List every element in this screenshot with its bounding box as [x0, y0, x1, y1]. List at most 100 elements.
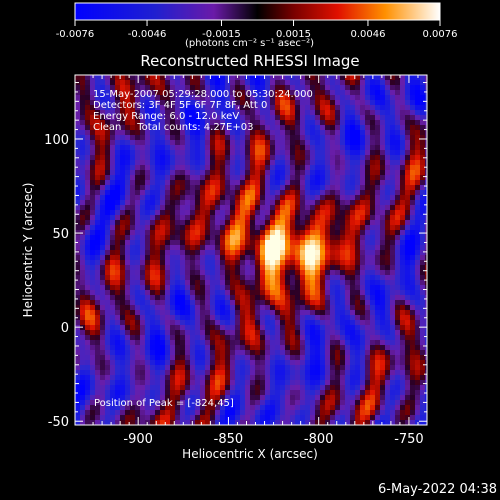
heatmap-cell	[155, 130, 161, 136]
heatmap-cell	[295, 410, 301, 416]
heatmap-cell	[220, 290, 226, 296]
heatmap-cell	[275, 200, 281, 206]
heatmap-cell	[285, 185, 291, 191]
heatmap-cell	[195, 220, 201, 226]
heatmap-cell	[140, 140, 146, 146]
heatmap-cell	[395, 405, 401, 411]
heatmap-cell	[290, 310, 296, 316]
heatmap-cell	[345, 365, 351, 371]
heatmap-cell	[200, 290, 206, 296]
heatmap-cell	[255, 210, 261, 216]
heatmap-cell	[170, 330, 176, 336]
heatmap-cell	[120, 230, 126, 236]
heatmap-cell	[235, 170, 241, 176]
heatmap-cell	[355, 410, 361, 416]
heatmap-cell	[170, 370, 176, 376]
heatmap-cell	[75, 90, 81, 96]
heatmap-cell	[390, 330, 396, 336]
heatmap-cell	[365, 170, 371, 176]
heatmap-cell	[250, 75, 256, 81]
heatmap-cell	[175, 315, 181, 321]
heatmap-cell	[330, 220, 336, 226]
heatmap-cell	[150, 275, 156, 281]
heatmap-cell	[375, 275, 381, 281]
heatmap-cell	[325, 220, 331, 226]
heatmap-cell	[125, 380, 131, 386]
heatmap-cell	[420, 310, 426, 316]
heatmap-cell	[350, 375, 356, 381]
heatmap-cell	[120, 405, 126, 411]
heatmap-cell	[315, 95, 321, 101]
heatmap-cell	[280, 365, 286, 371]
heatmap-cell	[300, 295, 306, 301]
heatmap-cell	[385, 365, 391, 371]
heatmap-cell	[250, 355, 256, 361]
heatmap-cell	[200, 215, 206, 221]
heatmap-cell	[320, 290, 326, 296]
heatmap-cell	[360, 420, 366, 425]
heatmap-cell	[110, 140, 116, 146]
heatmap-cell	[335, 415, 341, 421]
heatmap-cell	[155, 325, 161, 331]
heatmap-cell	[120, 240, 126, 246]
heatmap-cell	[210, 165, 216, 171]
heatmap-cell	[235, 95, 241, 101]
heatmap-cell	[300, 375, 306, 381]
heatmap-cell	[405, 130, 411, 136]
heatmap-cell	[255, 135, 261, 141]
heatmap-cell	[230, 265, 236, 271]
heatmap-cell	[150, 185, 156, 191]
heatmap-cell	[175, 270, 181, 276]
heatmap-cell	[370, 135, 376, 141]
heatmap-cell	[295, 115, 301, 121]
heatmap-cell	[295, 95, 301, 101]
heatmap-cell	[325, 200, 331, 206]
heatmap-cell	[345, 260, 351, 266]
heatmap-cell	[90, 305, 96, 311]
heatmap-cell	[405, 210, 411, 216]
heatmap-cell	[135, 275, 141, 281]
heatmap-cell	[240, 155, 246, 161]
heatmap-cell	[190, 385, 196, 391]
heatmap-cell	[315, 290, 321, 296]
heatmap-cell	[290, 100, 296, 106]
heatmap-cell	[135, 335, 141, 341]
heatmap-cell	[105, 210, 111, 216]
heatmap-cell	[275, 320, 281, 326]
heatmap-cell	[420, 290, 426, 296]
heatmap-cell	[165, 325, 171, 331]
heatmap-cell	[85, 215, 91, 221]
heatmap-cell	[405, 275, 411, 281]
heatmap-cell	[410, 400, 416, 406]
heatmap-cell	[100, 75, 106, 81]
heatmap-cell	[95, 185, 101, 191]
heatmap-cell	[250, 300, 256, 306]
heatmap-cell	[415, 270, 421, 276]
heatmap-cell	[390, 410, 396, 416]
heatmap-cell	[250, 80, 256, 86]
heatmap-cell	[240, 305, 246, 311]
heatmap-cell	[120, 110, 126, 116]
heatmap-cell	[185, 405, 191, 411]
heatmap-cell	[100, 260, 106, 266]
heatmap-cell	[195, 230, 201, 236]
heatmap-cell	[415, 150, 421, 156]
heatmap-cell	[125, 350, 131, 356]
heatmap-cell	[130, 105, 136, 111]
heatmap-cell	[235, 165, 241, 171]
heatmap-cell	[280, 255, 286, 261]
heatmap-cell	[160, 305, 166, 311]
heatmap-cell	[385, 215, 391, 221]
heatmap-cell	[400, 95, 406, 101]
heatmap-cell	[350, 315, 356, 321]
heatmap-cell	[80, 390, 86, 396]
heatmap-cell	[400, 320, 406, 326]
heatmap-cell	[180, 335, 186, 341]
heatmap-cell	[325, 305, 331, 311]
heatmap-cell	[175, 195, 181, 201]
heatmap-cell	[130, 315, 136, 321]
heatmap-cell	[100, 110, 106, 116]
heatmap-cell	[205, 215, 211, 221]
heatmap-cell	[340, 80, 346, 86]
heatmap-cell	[410, 90, 416, 96]
